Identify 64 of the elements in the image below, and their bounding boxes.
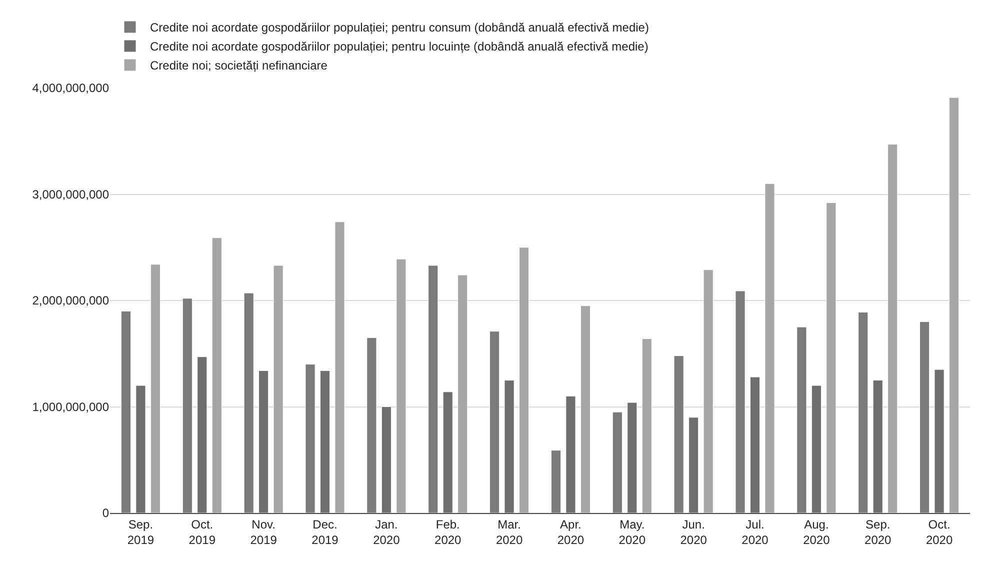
x-tick-label: Mar. 2020 xyxy=(496,517,523,547)
bar xyxy=(764,183,775,513)
bar xyxy=(858,312,868,513)
x-tick-label: Nov. 2019 xyxy=(250,517,278,547)
bar xyxy=(150,264,160,513)
x-tick-label: Apr. 2020 xyxy=(557,517,584,547)
bar xyxy=(197,356,208,513)
x-tick-label: Dec. 2019 xyxy=(312,517,339,547)
bar xyxy=(120,310,132,513)
bar xyxy=(182,298,192,513)
bar xyxy=(305,364,316,513)
bar xyxy=(735,290,746,513)
x-tick-label: Oct. 2020 xyxy=(926,517,953,547)
bar xyxy=(518,247,530,513)
bar xyxy=(396,258,406,513)
bar xyxy=(504,380,514,513)
bar xyxy=(458,274,468,513)
bar xyxy=(627,402,638,513)
bar xyxy=(580,306,590,513)
bar xyxy=(136,385,146,513)
bar xyxy=(212,238,222,513)
legend-label: Credite noi acordate gospodăriilor populației; pentru locuințe (dobândă anuală efectivă medie) xyxy=(150,40,648,54)
bar xyxy=(334,222,345,513)
x-tick-label: Sep. 2019 xyxy=(127,517,154,547)
bar xyxy=(244,292,254,513)
x-tick-label: Feb. 2020 xyxy=(434,517,462,547)
bar xyxy=(442,392,453,513)
bar xyxy=(366,337,377,513)
y-tick-label: 4,000,000,000 xyxy=(32,81,110,96)
bar xyxy=(872,380,883,513)
bar xyxy=(703,269,714,513)
bar xyxy=(381,406,392,513)
y-tick-label: 1,000,000,000 xyxy=(32,400,110,414)
y-tick-label: 3,000,000,000 xyxy=(32,187,110,202)
bar xyxy=(688,417,699,513)
legend-label: Credite noi; societăți nefinanciare xyxy=(150,58,328,73)
bar xyxy=(642,338,652,513)
legend-label: Credite noi acordate gospodăriilor populației; pentru consum (dobândă anuală efectivă medie) xyxy=(150,20,649,35)
bar xyxy=(948,97,960,513)
x-tick-label: Sep. 2020 xyxy=(864,517,892,547)
bar xyxy=(934,369,944,513)
bar xyxy=(796,326,807,513)
bar xyxy=(550,450,562,513)
x-tick-label: Oct. 2019 xyxy=(188,517,216,547)
x-tick-label: Jan. 2020 xyxy=(373,517,400,547)
bar xyxy=(750,376,760,513)
bar xyxy=(826,202,836,513)
y-tick-label: 2,000,000,000 xyxy=(32,294,110,308)
x-tick-label: Jul. 2020 xyxy=(742,517,769,547)
x-tick-label: Aug. 2020 xyxy=(803,517,830,547)
x-tick-label: May. 2020 xyxy=(618,517,646,547)
bar xyxy=(490,331,500,513)
bar xyxy=(920,322,930,513)
bar xyxy=(320,370,330,513)
bar xyxy=(566,396,576,513)
bar xyxy=(258,370,269,513)
x-tick-label: Jun. 2020 xyxy=(680,517,708,547)
bar xyxy=(428,265,438,513)
y-tick-label: 0 xyxy=(102,506,110,520)
bar xyxy=(888,144,898,513)
bar xyxy=(811,385,822,513)
bar xyxy=(273,265,284,513)
bar xyxy=(612,412,622,513)
bar xyxy=(674,356,684,513)
